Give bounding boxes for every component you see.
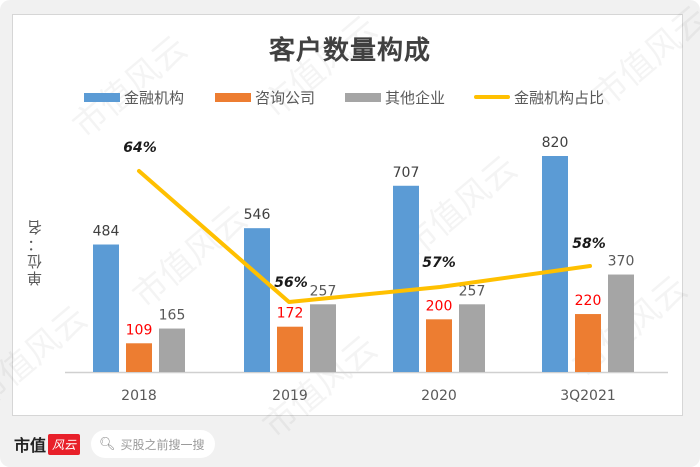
legend-label: 金融机构占比 <box>514 88 605 107</box>
x-tick-label: 2018 <box>121 388 157 404</box>
bar-value-label: 165 <box>159 308 186 324</box>
share-value-label: 58% <box>572 236 606 252</box>
bar <box>459 304 485 372</box>
bar-value-label: 546 <box>244 207 271 223</box>
x-tick-label: 2019 <box>272 388 308 404</box>
bar <box>126 343 152 372</box>
bar-value-label: 257 <box>459 283 486 299</box>
bar-value-label: 220 <box>575 293 602 309</box>
legend-label: 咨询公司 <box>255 88 316 107</box>
chart-area <box>12 14 683 416</box>
bar-value-label: 484 <box>93 224 120 240</box>
legend-swatch-blue <box>84 92 120 102</box>
bar <box>310 304 336 372</box>
bar <box>244 228 270 372</box>
brand-logo: 市值 风云 <box>14 431 81 457</box>
bar-value-label: 200 <box>426 298 453 314</box>
legend-item-other-enterprises: 其他企业 <box>345 86 445 108</box>
legend-item-financial-institutions: 金融机构 <box>84 86 184 108</box>
bar-value-label: 820 <box>542 135 569 151</box>
bar <box>93 244 119 372</box>
search-placeholder: 买股之前搜一搜 <box>120 437 205 452</box>
legend-swatch-gray <box>345 92 381 102</box>
bar <box>159 328 185 372</box>
bar-value-label: 172 <box>277 306 304 322</box>
legend-label: 金融机构 <box>124 88 185 107</box>
search-icon: 🔍︎ <box>99 436 116 452</box>
bar <box>393 185 419 372</box>
share-line <box>137 169 592 304</box>
share-value-label: 64% <box>123 140 157 156</box>
bar-value-label: 707 <box>393 165 420 181</box>
legend-swatch-line-yellow <box>474 95 510 99</box>
brand-badge: 风云 <box>48 433 81 455</box>
chart-title: 客户数量构成 <box>268 36 431 66</box>
bar-value-label: 257 <box>310 283 337 299</box>
bar-value-label: 109 <box>126 322 153 338</box>
bar <box>542 156 568 372</box>
bar <box>608 274 634 372</box>
legend-item-consulting: 咨询公司 <box>215 86 315 108</box>
share-value-label: 57% <box>422 255 456 271</box>
legend-label: 其他企业 <box>385 88 446 107</box>
legend: 金融机构 咨询公司 其他企业 金融机构占比 <box>0 86 700 108</box>
share-value-label: 56% <box>274 275 308 291</box>
legend-item-financial-share: 金融机构占比 <box>474 86 604 108</box>
search-box[interactable]: 🔍︎ 买股之前搜一搜 <box>91 430 215 458</box>
x-tick-label: 3Q2021 <box>560 388 616 404</box>
bar <box>277 326 303 372</box>
bar-value-label: 370 <box>608 254 635 270</box>
x-tick-label: 2020 <box>421 388 457 404</box>
legend-swatch-orange <box>215 92 251 102</box>
brand-text: 市值 <box>14 436 47 455</box>
bar <box>426 319 452 372</box>
bar <box>575 314 601 372</box>
